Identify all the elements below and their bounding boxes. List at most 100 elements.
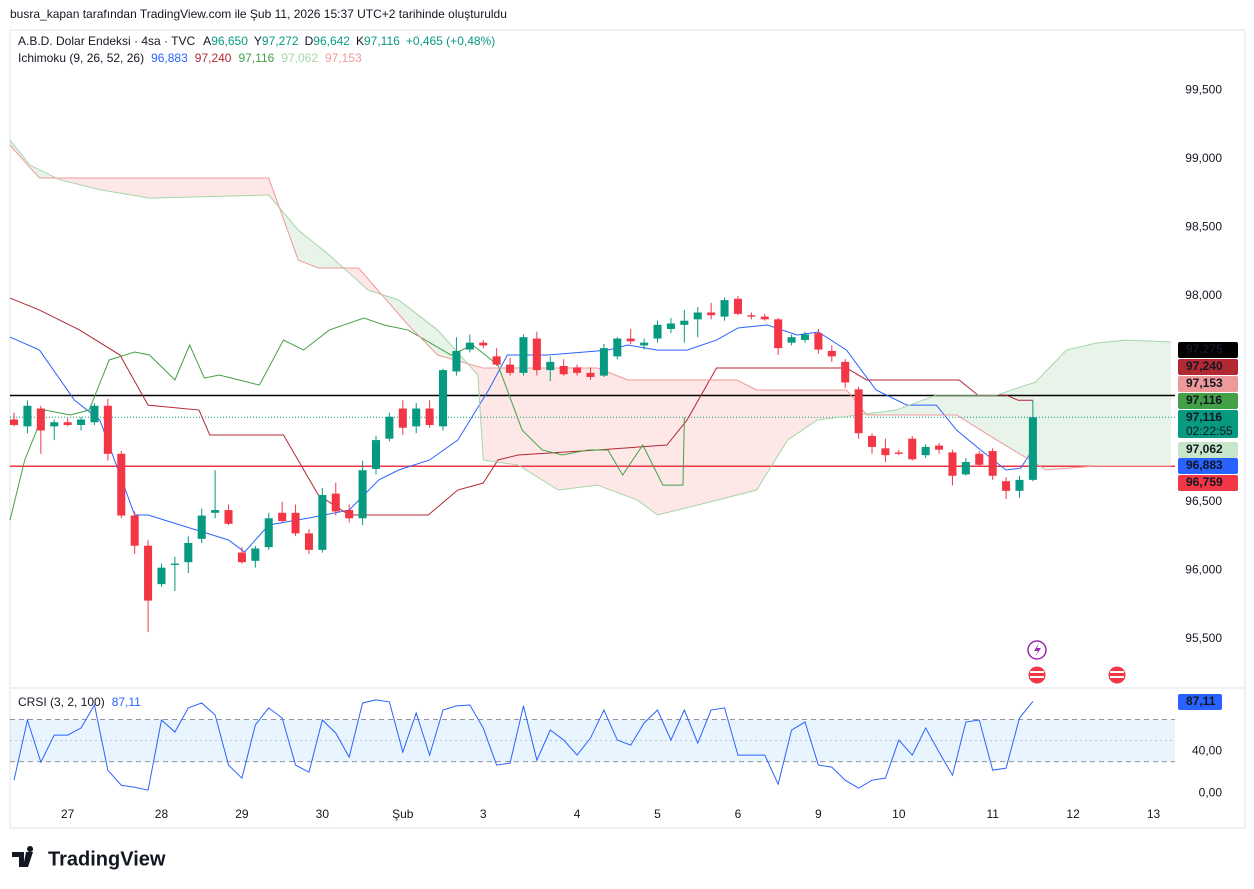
candle-body <box>184 542 193 563</box>
axis-label: 97,275 <box>1186 342 1223 356</box>
axis-label: 97,062 <box>1186 442 1223 456</box>
indicator-value: 97,116 <box>238 51 274 65</box>
x-tick-label: 6 <box>735 807 742 821</box>
x-tick-label: 12 <box>1066 807 1080 821</box>
ohlc-value: 96,642 <box>313 34 350 48</box>
logo-mark <box>12 846 34 867</box>
candle-body <box>519 337 528 373</box>
change: +0,465 (+0,48%) <box>406 34 495 48</box>
axis-label-bg <box>1178 393 1238 409</box>
flag-stripe <box>1030 671 1044 673</box>
candle-body <box>251 548 260 561</box>
candle-body <box>492 356 501 365</box>
header: busra_kapan tarafından TradingView.com i… <box>10 7 507 21</box>
flag-stripe <box>1110 671 1124 673</box>
candle-body <box>693 312 702 320</box>
logo-text: TradingView <box>48 848 166 870</box>
candle-body <box>425 408 434 425</box>
x-tick-label: 30 <box>316 807 330 821</box>
axis-label: 97,153 <box>1186 376 1223 390</box>
candle-body <box>640 342 649 346</box>
flag-stripe <box>1110 676 1124 678</box>
flag-icon <box>1027 665 1047 685</box>
axis-label: 87,11 <box>1186 694 1216 708</box>
candle-body <box>50 422 59 427</box>
candle-body <box>371 440 381 469</box>
flag-stripe <box>1030 676 1044 678</box>
candle-body <box>157 567 166 585</box>
candle-body <box>573 367 582 373</box>
y-tick-label: 98,000 <box>1185 288 1222 302</box>
candle-body <box>707 312 716 316</box>
y-tick-label: 95,500 <box>1185 631 1222 645</box>
ichimoku-line <box>9 324 1034 553</box>
indicator-title: Ichimoku (9, 26, 52, 26) <box>18 51 144 65</box>
x-tick-label: 3 <box>480 807 487 821</box>
candle-body <box>653 324 662 339</box>
y-tick-label: 99,500 <box>1185 82 1222 96</box>
ohlc-value: 97,116 <box>364 34 400 48</box>
candle-body <box>170 563 179 565</box>
candle-body <box>117 453 126 516</box>
cloud-bearish <box>56 178 866 515</box>
candle-body <box>666 323 675 329</box>
axis-label-bg <box>1178 342 1238 358</box>
crsi-line <box>13 699 1034 791</box>
x-tick-label: 9 <box>815 807 822 821</box>
axis-label-bg <box>1178 442 1238 458</box>
candle-body <box>36 408 45 431</box>
candle-body <box>867 435 877 447</box>
candle-body <box>10 419 19 425</box>
candle-body <box>304 533 313 550</box>
candle-body <box>532 338 541 371</box>
candle-body <box>211 510 220 513</box>
ohlc-key: A <box>203 34 211 48</box>
indicator-value: 96,883 <box>151 51 188 65</box>
flag-icon <box>1107 665 1127 685</box>
ohlc-value: 97,272 <box>262 34 299 48</box>
candle-body <box>197 515 206 539</box>
crsi-value: 87,11 <box>112 695 141 709</box>
ohlc-key: Y <box>254 34 262 48</box>
ichimoku-line <box>9 139 1172 516</box>
y-tick-label: 0,00 <box>1199 785 1223 799</box>
candle-body <box>237 552 246 563</box>
ohlc-key: K <box>356 34 364 48</box>
candle-body <box>720 300 729 317</box>
candle-body <box>908 438 917 460</box>
candle-body <box>546 361 555 371</box>
candle-body <box>559 365 568 375</box>
candle-body <box>935 445 944 450</box>
candle-body <box>774 319 783 349</box>
y-tick-label: 98,500 <box>1185 220 1222 234</box>
ichimoku-line <box>9 297 1033 516</box>
x-tick-label: 4 <box>574 807 581 821</box>
events <box>1027 640 1127 685</box>
indicator-value: 97,062 <box>281 51 318 65</box>
ohlc-value: 96,650 <box>211 34 248 48</box>
candle-body <box>1028 417 1037 480</box>
ichimoku-line <box>9 317 685 521</box>
candle-body <box>814 333 823 350</box>
candle-body <box>438 370 448 427</box>
candle-body <box>787 337 796 343</box>
legend-title: A.B.D. Dolar Endeksi · 4sa · TVC <box>18 34 196 48</box>
candle-body <box>291 512 300 534</box>
candle-body <box>586 372 595 377</box>
candle-body <box>385 416 394 439</box>
x-tick-label: Şub <box>392 807 414 821</box>
y-tick-label: 99,000 <box>1185 151 1222 165</box>
candle-body <box>948 452 957 476</box>
candle-body <box>613 338 622 357</box>
x-tick-label: 29 <box>235 807 249 821</box>
x-tick-label: 10 <box>892 807 906 821</box>
x-tick-label: 11 <box>986 807 999 821</box>
candle-body <box>827 350 836 357</box>
axis-label-bg <box>1178 694 1222 710</box>
y-tick-label: 40,00 <box>1192 743 1222 757</box>
axis-label: 96,883 <box>1186 458 1223 472</box>
candle-body <box>881 448 890 456</box>
candle-body <box>452 350 461 372</box>
candle-body <box>506 364 515 373</box>
candle-body <box>345 510 354 519</box>
